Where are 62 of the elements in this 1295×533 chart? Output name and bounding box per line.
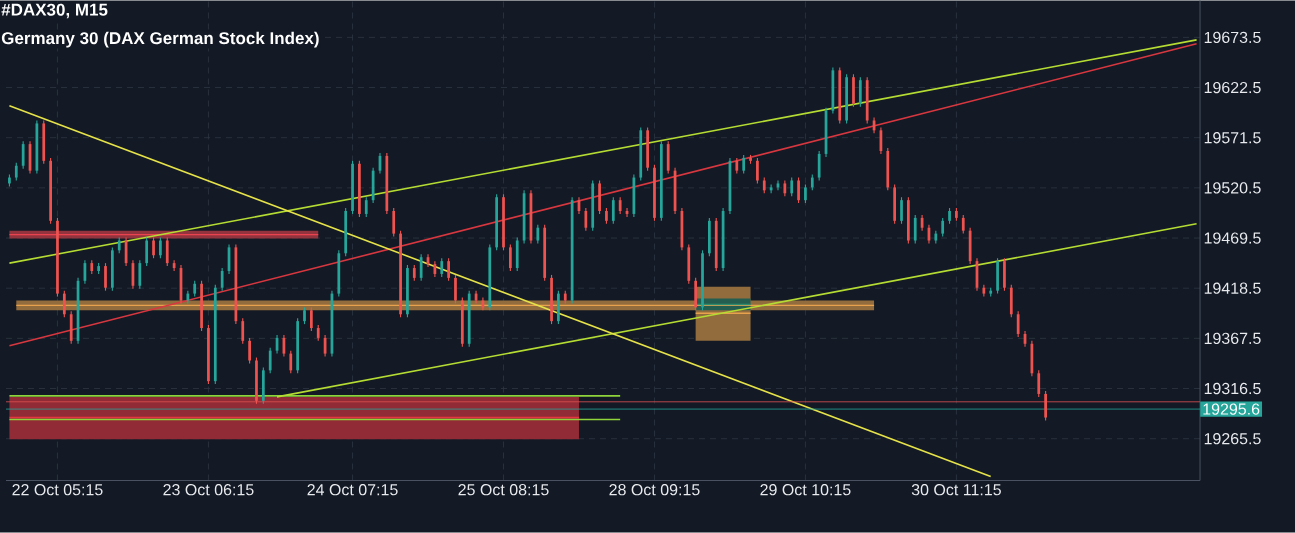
candlestick xyxy=(159,237,162,259)
candlestick xyxy=(797,177,800,204)
ref-line-label: 19295.6 xyxy=(1203,403,1260,415)
candlestick xyxy=(502,193,505,252)
candlestick xyxy=(62,290,66,319)
candlestick xyxy=(392,207,396,238)
candlestick xyxy=(584,207,588,232)
chart-title: #DAX30, M15 xyxy=(1,3,108,19)
candlestick xyxy=(611,196,615,225)
candlestick xyxy=(309,307,313,332)
candlestick xyxy=(536,224,540,245)
candlestick xyxy=(241,317,245,345)
candlestick xyxy=(1037,370,1041,398)
x-tick-label: 29 Oct 10:15 xyxy=(760,484,851,496)
candlestick xyxy=(152,237,155,259)
candlestick xyxy=(804,184,807,204)
y-tick-label: 19622.5 xyxy=(1204,82,1261,94)
y-tick-label: 19265.5 xyxy=(1204,433,1261,445)
candlestick xyxy=(913,214,917,245)
candlestick xyxy=(900,196,903,225)
text: Germany 30 (DAX German Stock Index) xyxy=(1,31,319,48)
x-tick-label: 30 Oct 11:15 xyxy=(911,484,1001,496)
candlestick xyxy=(1016,311,1020,338)
candlestick xyxy=(961,214,965,235)
candlestick xyxy=(769,184,773,195)
candlestick xyxy=(447,257,450,282)
x-tick-label: 24 Oct 07:15 xyxy=(307,484,398,496)
y-tick-label: 19367.5 xyxy=(1204,332,1261,345)
candlestick xyxy=(941,217,945,238)
candlestick xyxy=(454,274,457,305)
candlestick xyxy=(817,150,821,182)
candlestick xyxy=(268,347,272,375)
y-tick-label: 19520.5 xyxy=(1204,182,1261,194)
y-tick-label: 19673.5 xyxy=(1204,31,1261,44)
candlestick xyxy=(21,140,25,170)
candlestick xyxy=(220,267,224,292)
candlestick xyxy=(248,337,251,365)
candlestick xyxy=(289,350,293,375)
candlestick xyxy=(790,177,794,198)
candlestick xyxy=(255,357,258,405)
x-tick-label: 23 Oct 06:15 xyxy=(163,484,254,496)
candlestick xyxy=(104,262,107,292)
y-tick-label: 19469.5 xyxy=(1204,232,1261,244)
x-tick-label: 28 Oct 09:15 xyxy=(609,484,700,496)
candlestick xyxy=(1044,390,1047,422)
x-tick-label: 22 Oct 05:15 xyxy=(12,484,103,496)
candlestick xyxy=(756,157,759,185)
candlestick xyxy=(419,253,423,282)
candlestick xyxy=(303,307,306,325)
y-tick-label: 19316.5 xyxy=(1204,383,1261,395)
candlestick xyxy=(138,259,142,290)
y-tick-label: 19418.5 xyxy=(1204,282,1261,295)
y-tick-label: 19571.5 xyxy=(1204,132,1261,144)
candlestick xyxy=(440,257,444,278)
candlestick xyxy=(364,196,368,218)
candlestick xyxy=(165,237,169,267)
candlestick xyxy=(858,76,862,108)
candlestick xyxy=(509,244,512,272)
candlestick xyxy=(145,237,149,267)
candlestick xyxy=(742,154,746,175)
x-tick-label: 25 Oct 08:15 xyxy=(458,484,549,496)
candlestick xyxy=(982,284,986,298)
